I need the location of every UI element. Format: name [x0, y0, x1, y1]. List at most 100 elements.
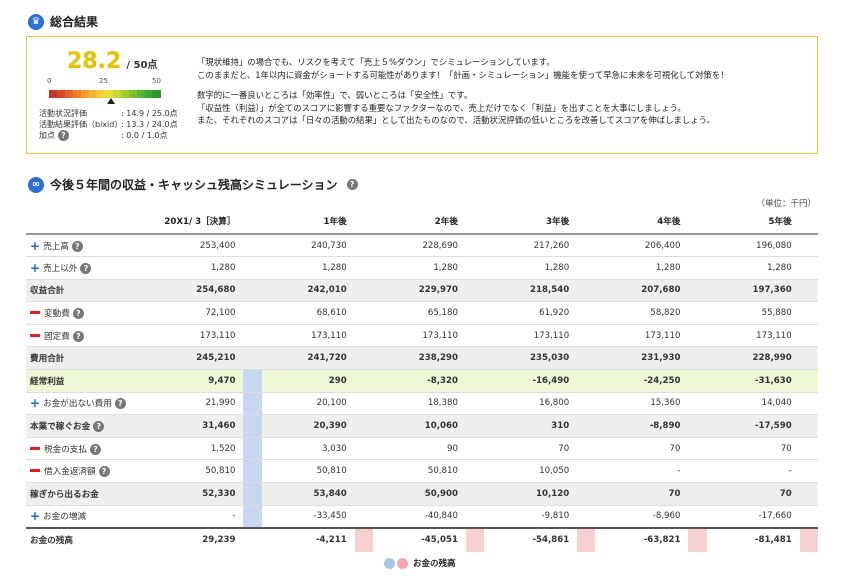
balance-bar-cell [354, 279, 373, 303]
balance-bar-cell [799, 392, 818, 416]
row-label: 費用合計 [30, 354, 65, 365]
balance-bar-cell [243, 346, 262, 371]
value-cell: 68,610 [261, 301, 355, 325]
help-icon[interactable]: ? [93, 421, 105, 433]
balance-bar-cell [577, 234, 596, 258]
value-cell: 70 [595, 482, 689, 506]
value-cell: -8,890 [595, 414, 689, 438]
comment-line [197, 81, 729, 89]
help-icon[interactable]: ? [71, 240, 83, 252]
value-cell: 173,110 [261, 324, 355, 348]
value-cell: 70 [595, 437, 689, 461]
value-cell: -9,810 [484, 505, 578, 529]
help-icon[interactable]: ? [346, 179, 358, 190]
balance-bar-cell [577, 369, 596, 393]
help-icon[interactable]: ? [98, 466, 110, 478]
row-label: 税金の支払 [44, 444, 87, 455]
value-cell: 197,360 [706, 279, 800, 303]
balance-bar-cell [465, 392, 485, 416]
metric-row: 活動状況評価: 14.9 / 25.0点 [39, 108, 178, 119]
value-cell: 310 [484, 414, 578, 438]
value-cell: 15,360 [595, 392, 689, 416]
value-cell: 70 [706, 437, 800, 461]
value-cell: - [706, 459, 800, 484]
row-label-cell: 固定費? [26, 324, 133, 348]
minus-icon [30, 446, 40, 450]
summary-title: 総合結果 [50, 15, 99, 29]
balance-bar-cell [799, 279, 818, 303]
summary-comment: 「現状維持」の場合でも、リスクを考えて「売上５%ダウン」でシミュレーションしてい… [197, 56, 729, 127]
value-cell: 21,990 [132, 392, 244, 416]
balance-bar-cell [577, 414, 596, 438]
value-cell: 173,110 [595, 324, 689, 348]
row-label: 稼ぎから出るお金 [30, 489, 99, 500]
value-cell: -31,630 [706, 369, 800, 393]
header-cell: 2年後 [372, 208, 466, 235]
value-cell: 218,540 [484, 279, 578, 303]
value-cell: 206,400 [595, 234, 689, 258]
balance-bar-cell [465, 301, 485, 325]
help-icon[interactable]: ? [58, 130, 69, 141]
comment-line: 「収益性（利益）」が全てのスコアに影響する重要なファクターなので、売上だけでなく… [197, 102, 686, 113]
balance-bar-cell [577, 526, 596, 552]
value-cell: 31,460 [132, 414, 244, 438]
comment-line: 数字的に一番良いところは「効率性」で、弱いところは「安全性」です。 [197, 90, 473, 100]
score-marker [107, 98, 115, 104]
row-label: お金の増減 [43, 512, 87, 523]
header-cell: 1年後 [261, 208, 355, 235]
balance-bar-cell [465, 234, 485, 258]
value-cell: 173,110 [372, 324, 466, 348]
header-spacer [799, 208, 818, 235]
value-cell: 90 [372, 437, 466, 461]
balance-bar-cell [799, 482, 818, 506]
value-cell: 29,239 [132, 526, 244, 552]
value-cell: 1,280 [484, 256, 578, 280]
scale-min: 0 [47, 77, 52, 85]
metric-value: : 0.0 / 1.0点 [121, 131, 168, 140]
score-value: 28.2 [67, 49, 122, 74]
row-label: お金が出ない費用 [43, 399, 112, 410]
balance-bar-cell [243, 505, 262, 529]
balance-bar-cell [799, 234, 818, 258]
help-icon[interactable]: ? [72, 308, 84, 320]
table-body: + 売上高? 253,400 240,730 228,690 217,260 206,400… [26, 234, 818, 552]
balance-bar-cell [465, 505, 485, 529]
comment-line: このままだと、1年以内に資金がショートする可能性があります！「計画・シミュレーシ… [197, 69, 729, 80]
header-label-col [26, 208, 133, 235]
help-icon[interactable]: ? [80, 262, 92, 274]
row-label: 経常利益 [30, 376, 65, 387]
score-gauge [49, 90, 161, 98]
balance-bar-cell [577, 301, 596, 325]
value-cell: 70 [484, 437, 578, 461]
row-label: 借入金返済額 [44, 467, 96, 478]
table-row: 借入金返済額? 50,810 50,810 50,810 10,050- - [26, 459, 818, 484]
balance-bar-cell [354, 392, 373, 416]
help-icon[interactable]: ? [89, 443, 101, 455]
value-cell: 10,120 [484, 482, 578, 506]
value-cell: 55,880 [706, 301, 800, 325]
help-icon[interactable]: ? [114, 398, 126, 410]
balance-bar-cell [688, 324, 707, 348]
value-cell: 50,900 [372, 482, 466, 506]
unit-label: （単位：千円） [756, 199, 816, 209]
table-row: 固定費? 173,110 173,110 173,110 173,110 173,110 1… [26, 324, 818, 348]
legend-label: お金の残高 [413, 559, 456, 569]
balance-bar-cell [243, 256, 262, 280]
value-cell: 1,280 [132, 256, 244, 280]
row-label-cell: + 売上高? [26, 234, 133, 258]
table-row: お金の残高 29,239 -4,211 -45,051 -54,861 -63,821 -8… [26, 526, 818, 552]
value-cell: 50,810 [261, 459, 355, 484]
summary-heading: ♛ 総合結果 [28, 13, 98, 30]
comment-line: また、それぞれのスコアは「日々の活動の結果」として出たものなので、活動状況評価の… [197, 115, 715, 125]
value-cell: 16,800 [484, 392, 578, 416]
value-cell: 228,990 [706, 346, 800, 371]
balance-bar-cell [243, 301, 262, 325]
balance-bar-cell [799, 324, 818, 348]
table-row: + お金が出ない費用? 21,990 20,100 18,380 16,800 15,360… [26, 392, 818, 416]
balance-bar-cell [243, 437, 262, 461]
value-cell: -63,821 [595, 526, 689, 552]
value-cell: 241,720 [261, 346, 355, 371]
bonus-label: 加点 [39, 131, 55, 140]
table-row: 費用合計 245,210 241,720 238,290 235,030 231,930 2… [26, 346, 818, 371]
help-icon[interactable]: ? [72, 330, 84, 342]
